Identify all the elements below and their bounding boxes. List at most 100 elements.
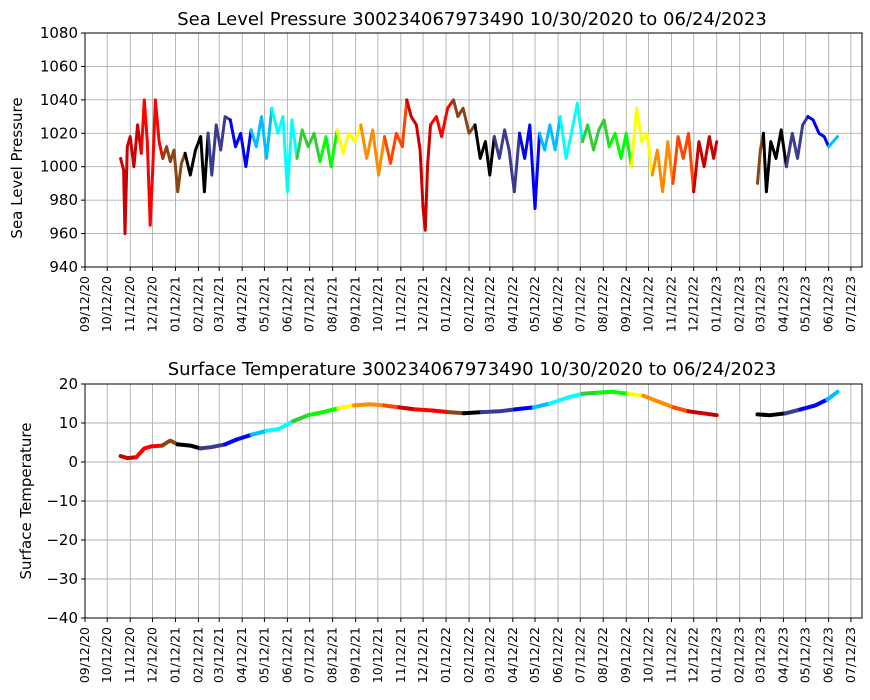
pressure-x-tick-label: 12/12/21 [415, 276, 430, 332]
pressure-x-tick-label: 08/12/21 [325, 276, 340, 332]
pressure-x-tick-label: 06/12/22 [550, 276, 565, 332]
temperature-x-tick-label: 01/12/21 [167, 627, 182, 683]
pressure-chart-title: Sea Level Pressure 300234067973490 10/30… [177, 9, 767, 30]
pressure-y-tick-label: 1000 [40, 158, 78, 176]
pressure-x-ticks: 09/12/20 10/12/20 11/12/20 12/12/20 01/12/21… [77, 267, 858, 332]
temperature-series-segment [134, 443, 165, 460]
temperature-x-tick-label: 03/12/21 [211, 627, 226, 683]
pressure-y-axis-label: Sea Level Pressure [8, 97, 26, 238]
pressure-series-segment [318, 128, 339, 169]
temperature-series-segment [223, 432, 254, 447]
temperature-series-segment [547, 391, 585, 406]
pressure-series-segment [359, 123, 386, 177]
pressure-y-tick-label: 1060 [40, 57, 78, 75]
temperature-x-tick-label: 12/12/21 [415, 627, 430, 683]
pressure-series-segment [335, 123, 363, 155]
pressure-x-tick-label: 03/12/21 [211, 276, 226, 332]
temperature-series-segment [175, 442, 203, 451]
pressure-x-tick-label: 06/12/23 [821, 276, 836, 332]
pressure-x-tick-label: 11/12/20 [122, 276, 137, 332]
pressure-series-segment [206, 115, 232, 177]
pressure-x-tick-label: 03/12/22 [482, 276, 497, 332]
pressure-y-tick-label: 980 [49, 191, 78, 209]
pressure-series-segment [383, 98, 409, 165]
pressure-x-tick-label: 09/12/22 [618, 276, 633, 332]
temperature-series-segment [336, 403, 357, 411]
temperature-x-tick-label: 12/12/22 [686, 627, 701, 683]
temperature-series-segment [446, 410, 466, 416]
temperature-y-tick-label: 0 [68, 453, 78, 471]
pressure-x-tick-label: 02/12/23 [732, 276, 747, 332]
pressure-chart: Sea Level Pressure 300234067973490 10/30… [8, 9, 863, 332]
temperature-series-segment [412, 407, 451, 415]
pressure-series-segment [492, 128, 521, 194]
pressure-series-segment [139, 98, 165, 227]
pressure-x-tick-label: 05/12/23 [798, 276, 813, 332]
temperature-y-tick-label: −20 [46, 531, 78, 549]
pressure-x-tick-label: 02/12/22 [461, 276, 476, 332]
temperature-series-segment [798, 397, 830, 412]
pressure-y-tick-label: 1040 [40, 91, 78, 109]
temperature-x-tick-label: 09/12/21 [348, 627, 363, 683]
temperature-x-tick-label: 11/12/22 [663, 627, 678, 683]
pressure-series-segment [784, 115, 810, 169]
temperature-x-tick-label: 12/12/20 [144, 627, 159, 683]
temperature-series-segment [397, 405, 417, 412]
temperature-x-tick-label: 08/12/22 [595, 627, 610, 683]
pressure-y-tick-label: 1080 [40, 24, 78, 42]
temperature-series-segment [783, 407, 803, 416]
pressure-y-ticks: 940 960 980 1000 1020 1040 1060 1080 [40, 24, 85, 276]
temperature-x-tick-label: 09/12/22 [618, 627, 633, 683]
temperature-y-tick-label: −40 [46, 609, 78, 627]
temperature-x-ticks: 09/12/20 10/12/20 11/12/20 12/12/20 01/12/21… [77, 618, 858, 683]
pressure-series-segment [607, 131, 633, 169]
temperature-x-tick-label: 07/12/22 [572, 627, 587, 683]
pressure-x-tick-label: 01/12/23 [709, 276, 724, 332]
temperature-x-tick-label: 07/12/21 [302, 627, 317, 683]
pressure-series-segment [429, 98, 455, 139]
temperature-x-tick-label: 06/12/22 [550, 627, 565, 683]
temperature-x-tick-label: 03/12/22 [482, 627, 497, 683]
pressure-series-segment [183, 131, 210, 194]
pressure-series-segment [538, 115, 562, 152]
pressure-x-tick-label: 11/12/21 [393, 276, 408, 332]
pressure-x-tick-label: 02/12/21 [190, 276, 205, 332]
pressure-x-tick-label: 06/12/21 [279, 276, 294, 332]
pressure-plot-frame [84, 32, 863, 268]
temperature-x-tick-label: 06/12/21 [279, 627, 294, 683]
pressure-x-tick-label: 07/12/22 [572, 276, 587, 332]
pressure-x-tick-label: 07/12/21 [302, 276, 317, 332]
temperature-series-segment [291, 413, 311, 424]
temperature-series-segment [825, 389, 840, 402]
temperature-x-tick-label: 06/12/23 [821, 627, 836, 683]
temperature-y-axis-label: Surface Temperature [17, 423, 35, 580]
temperature-gridlines [84, 383, 862, 619]
temperature-y-tick-label: 10 [59, 414, 78, 432]
temperature-x-tick-label: 05/12/22 [527, 627, 542, 683]
pressure-y-tick-label: 940 [49, 258, 78, 276]
temperature-x-tick-label: 05/12/21 [256, 627, 271, 683]
temperature-series-segment [249, 428, 269, 437]
temperature-series-segment [306, 406, 341, 418]
pressure-y-tick-label: 1020 [40, 124, 78, 142]
temperature-x-tick-label: 02/12/22 [461, 627, 476, 683]
pressure-x-tick-label: 10/12/21 [370, 276, 385, 332]
pressure-x-tick-label: 10/12/22 [640, 276, 655, 332]
temperature-series [118, 389, 840, 461]
pressure-x-tick-label: 09/12/20 [77, 276, 92, 332]
temperature-x-tick-label: 04/12/22 [505, 627, 520, 683]
temperature-y-ticks: −40 −30 −20 −10 0 10 20 [46, 375, 85, 627]
pressure-x-tick-label: 07/12/23 [843, 276, 858, 332]
pressure-series-segment [692, 135, 719, 194]
pressure-x-tick-label: 12/12/20 [144, 276, 159, 332]
temperature-series-segment [513, 405, 536, 412]
pressure-series-segment [270, 106, 299, 194]
pressure-series-segment [405, 98, 432, 232]
pressure-series-segment [452, 98, 477, 135]
pressure-series-segment [228, 118, 253, 169]
temperature-series-segment [580, 390, 601, 396]
temperature-series-segment [755, 411, 788, 418]
pressure-series-segment [558, 101, 584, 160]
pressure-series-segment [295, 128, 322, 164]
temperature-x-tick-label: 01/12/22 [438, 627, 453, 683]
